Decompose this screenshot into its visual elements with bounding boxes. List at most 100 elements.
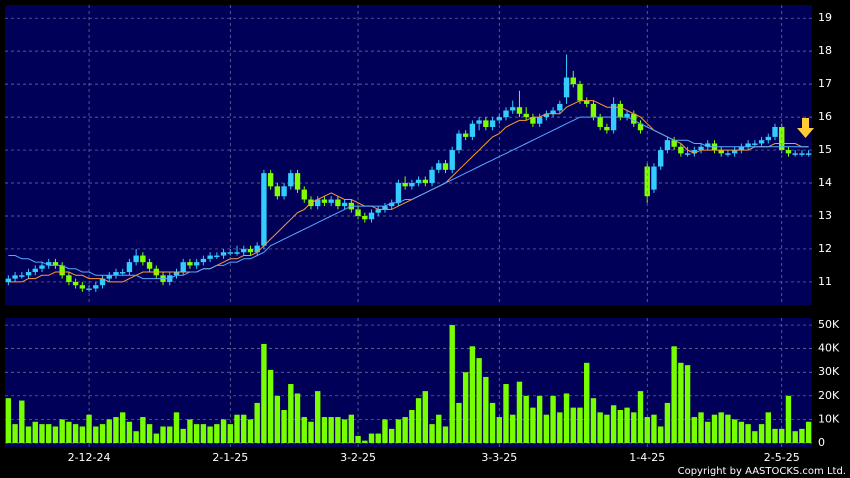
volume-bar <box>126 421 133 443</box>
candle-body <box>785 150 792 154</box>
candle-body <box>597 117 603 127</box>
volume-bar <box>395 419 402 443</box>
candle-body <box>483 120 489 127</box>
candle-body <box>193 262 200 266</box>
volume-bar <box>368 433 375 443</box>
candle-body <box>220 252 227 256</box>
candle-body <box>516 107 523 114</box>
volume-bar <box>5 398 12 443</box>
volume-bar <box>32 421 38 443</box>
candle-body <box>738 146 745 151</box>
volume-bar <box>516 381 523 443</box>
y-tick-label: 11 <box>818 275 832 288</box>
volume-bar <box>288 384 294 443</box>
candle-body <box>429 169 435 184</box>
volume-bar <box>328 417 334 443</box>
candle-body <box>718 150 724 154</box>
candle-body <box>536 117 543 124</box>
volume-bar <box>375 433 381 443</box>
candle-body <box>510 107 516 111</box>
volume-bar <box>388 428 395 443</box>
copyright: Copyright by AASTOCKS.com Ltd. <box>678 466 846 477</box>
volume-bar <box>46 424 52 443</box>
candle-body <box>79 285 86 289</box>
volume-bar <box>570 407 576 443</box>
volume-bar <box>93 426 99 443</box>
volume-bar <box>779 428 785 443</box>
candle-body <box>207 255 213 259</box>
candle-body <box>442 163 449 170</box>
candle-body <box>604 126 610 131</box>
volume-bar <box>19 400 25 443</box>
volume-bar <box>584 362 590 443</box>
volume-bar <box>214 424 220 443</box>
y-tick-label: 20K <box>818 389 840 402</box>
volume-bar <box>281 409 287 443</box>
candle-body <box>631 113 637 124</box>
volume-layer: 0 10K 20K 30K 40K 50K 2-12-24 2-1-25 3-2-25 3-3-2… <box>5 5 840 464</box>
volume-bar <box>799 428 805 443</box>
candle-body <box>664 140 671 151</box>
volume-bar <box>691 417 698 443</box>
candle-body <box>382 206 388 210</box>
volume-bar <box>644 417 650 443</box>
volume-bar <box>261 343 267 443</box>
candle-body <box>409 183 415 187</box>
volume-bar <box>731 419 738 443</box>
candle-body <box>617 103 624 118</box>
candle-body <box>731 150 738 154</box>
candle-body <box>550 110 556 114</box>
candle-body <box>180 262 186 273</box>
volume-bar <box>510 414 516 443</box>
candle-body <box>234 252 240 254</box>
candle-body <box>119 272 126 274</box>
candle-body <box>678 146 684 154</box>
volume-bar <box>140 417 146 443</box>
candle-body <box>301 189 307 200</box>
volume-bar <box>254 402 260 443</box>
volume-bar <box>449 325 455 443</box>
y-tick-label: 17 <box>818 77 832 90</box>
volume-bar <box>146 424 153 443</box>
y-tick-label: 50K <box>818 318 840 331</box>
candle-body <box>792 153 798 155</box>
volume-bar <box>651 414 657 443</box>
candle-body <box>651 166 657 190</box>
candle-body <box>543 113 550 118</box>
candle-body <box>476 120 482 124</box>
volume-bar <box>382 419 388 443</box>
price-panel <box>5 5 812 305</box>
y-tick-label: 30K <box>818 365 840 378</box>
volume-bar <box>422 391 429 443</box>
candle-body <box>328 199 334 203</box>
candle-body <box>705 143 711 147</box>
candle-body <box>294 173 301 190</box>
volume-bar <box>220 419 227 443</box>
candle-body <box>126 262 133 273</box>
candle-body <box>530 117 536 124</box>
candle-body <box>489 120 496 127</box>
candle-body <box>133 255 139 263</box>
volume-bar <box>341 419 348 443</box>
volume-bar <box>718 412 724 443</box>
volume-bar <box>52 426 59 443</box>
candle-body <box>772 126 778 137</box>
candle-body <box>368 212 375 220</box>
volume-bar <box>355 435 361 443</box>
volume-bar <box>792 431 798 443</box>
candle-body <box>288 173 294 187</box>
candle-body <box>375 209 381 213</box>
volume-bar <box>247 419 254 443</box>
volume-bar <box>274 395 281 443</box>
volume-bar <box>805 421 812 443</box>
candle-body <box>469 123 476 137</box>
candle-body <box>456 133 462 151</box>
volume-bar <box>563 393 570 443</box>
volume-bar <box>25 426 32 443</box>
candle-body <box>395 183 402 203</box>
candle-body <box>247 248 254 253</box>
candle-body <box>415 179 422 184</box>
candle-body <box>637 123 644 131</box>
volume-bar <box>207 426 213 443</box>
